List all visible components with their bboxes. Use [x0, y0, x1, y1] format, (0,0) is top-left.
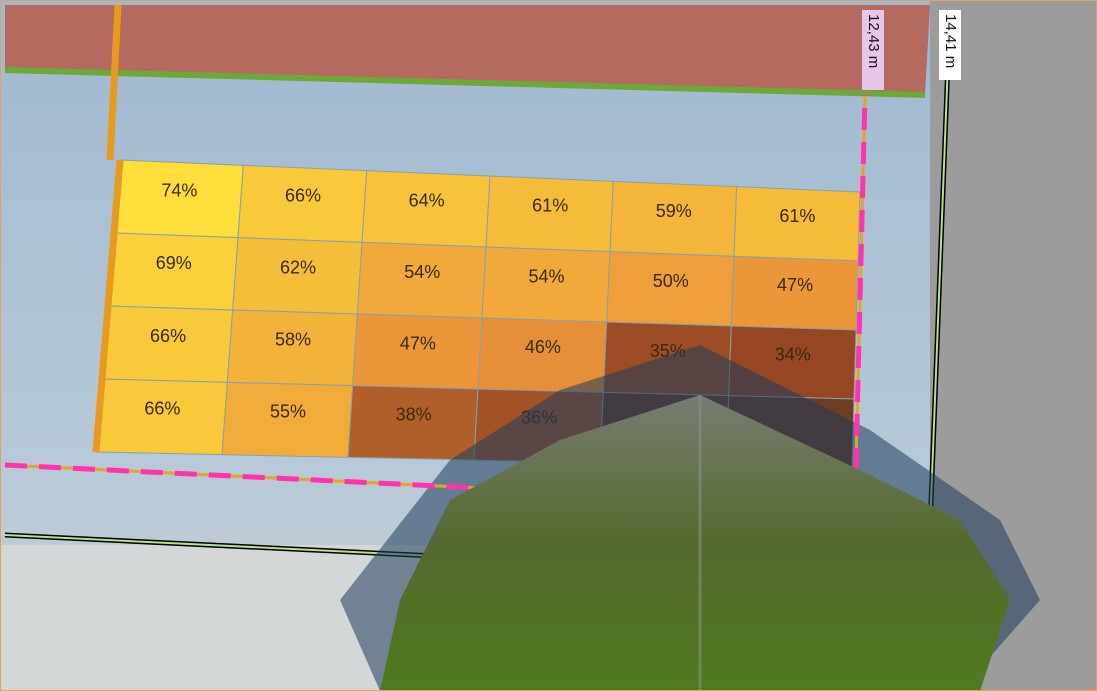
panel-value: 74% — [161, 180, 197, 200]
roof-edge — [4, 67, 926, 98]
panel-edge — [92, 159, 124, 453]
panel-value: 58% — [275, 330, 311, 350]
panel-value: 46% — [525, 337, 561, 357]
panel-value: 66% — [150, 326, 186, 346]
panel-value: 47% — [777, 275, 813, 295]
panel-value: 62% — [280, 258, 316, 278]
panel-value: 38% — [396, 405, 432, 425]
panel-value: 47% — [400, 333, 436, 353]
panel-value: 54% — [529, 266, 565, 286]
roof — [5, 5, 930, 95]
panel-value: 54% — [404, 262, 440, 282]
panel-value: 66% — [285, 186, 321, 206]
measure-label: 12,43 m — [865, 14, 882, 68]
measure-label: 14,41 m — [942, 14, 959, 68]
panel-value: 34% — [775, 344, 811, 364]
panel-value: 61% — [532, 196, 568, 216]
panel-value: 59% — [656, 201, 692, 221]
measure-bg — [939, 10, 961, 80]
measure-bg — [862, 10, 884, 90]
tree — [380, 395, 1010, 691]
panel-value: 64% — [409, 191, 445, 211]
panel-value: 55% — [270, 402, 306, 422]
edge — [106, 4, 122, 161]
panel-value: 50% — [653, 271, 689, 291]
panel-value: 66% — [144, 398, 180, 418]
panel-value: 61% — [779, 206, 815, 226]
panel-value: 69% — [156, 253, 192, 273]
